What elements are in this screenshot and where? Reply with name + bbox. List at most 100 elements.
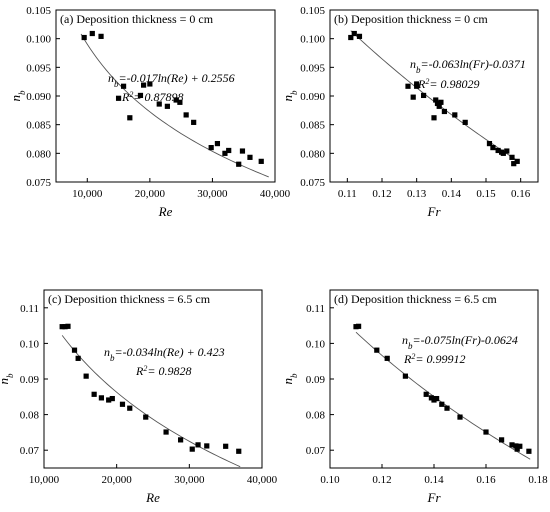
r-squared: R2= 0.99912 xyxy=(403,352,465,367)
data-point xyxy=(208,145,214,151)
data-point xyxy=(247,154,253,160)
y-tick-label: 0.095 xyxy=(26,62,51,74)
data-point xyxy=(421,92,427,99)
data-point xyxy=(511,161,517,167)
data-point xyxy=(62,324,68,330)
panel-d: 0.10 0.12 0.14 0.16 0.18 0.07 0.08 0.09 0.10 0.11… xyxy=(280,289,548,505)
data-point xyxy=(348,34,354,41)
data-point xyxy=(106,397,112,403)
y-axis-label-main: n xyxy=(0,378,11,385)
data-point xyxy=(59,324,65,330)
data-point xyxy=(433,97,439,103)
data-point xyxy=(178,437,184,443)
data-point xyxy=(236,161,242,167)
data-point xyxy=(452,112,458,118)
data-point xyxy=(239,148,246,154)
data-point xyxy=(127,115,133,121)
data-point xyxy=(509,154,515,160)
data-point xyxy=(483,429,489,435)
y-tick-label: 0.11 xyxy=(306,303,325,315)
data-point xyxy=(514,446,520,452)
plot-frame xyxy=(43,289,263,469)
y-tick-label: 0.100 xyxy=(300,34,325,46)
data-point xyxy=(374,347,380,353)
data-point xyxy=(71,347,78,353)
x-tick-label: 30,000 xyxy=(174,474,205,486)
data-point xyxy=(214,140,221,147)
y-tick-label: 0.10 xyxy=(20,338,40,350)
data-point xyxy=(195,442,201,448)
data-point xyxy=(431,115,437,121)
y-tick-label: 0.100 xyxy=(26,34,51,46)
data-point xyxy=(183,112,189,118)
y-axis-label: nb xyxy=(0,373,15,385)
data-point xyxy=(89,30,95,37)
x-axis-label: Fr xyxy=(427,204,442,219)
data-point xyxy=(258,158,264,164)
y-tick-label: 0.105 xyxy=(300,5,325,17)
data-point xyxy=(98,395,105,401)
data-point xyxy=(526,448,532,454)
data-point xyxy=(98,33,104,39)
data-point xyxy=(462,119,468,125)
fit-curve xyxy=(80,33,269,178)
y-axis-label-subscript: b xyxy=(289,90,299,95)
panel-title: (b) Deposition thickness = 0 cm xyxy=(334,12,488,26)
y-axis-label-subscript: b xyxy=(17,90,27,95)
y-tick-label: 0.09 xyxy=(306,374,326,386)
x-axis-label: Re xyxy=(158,204,173,219)
data-point xyxy=(351,30,357,37)
data-point xyxy=(147,81,153,87)
y-axis-label-main: n xyxy=(280,378,295,385)
data-point xyxy=(356,33,363,39)
y-axis-label-main: n xyxy=(280,95,295,102)
y-tick-label: 0.105 xyxy=(26,5,51,17)
y-axis-label-main: n xyxy=(8,95,23,102)
y-axis-label-subscript: b xyxy=(5,373,15,378)
data-point xyxy=(120,83,127,89)
data-point xyxy=(163,429,169,435)
data-point xyxy=(402,373,408,379)
x-axis-label: Fr xyxy=(427,490,442,505)
y-tick-label: 0.07 xyxy=(20,445,40,457)
data-point xyxy=(414,83,420,89)
data-point xyxy=(236,448,242,454)
data-point xyxy=(439,401,445,407)
y-axis-label: nb xyxy=(8,90,27,102)
x-tick-label: 0.11 xyxy=(338,188,357,200)
fit-equation: nb=-0.063ln(Fr)-0.0371 xyxy=(410,57,526,75)
y-tick-label: 0.095 xyxy=(300,62,325,74)
y-tick-label: 0.090 xyxy=(26,91,51,103)
data-point xyxy=(490,145,496,151)
x-tick-label: 0.16 xyxy=(476,474,496,486)
data-point xyxy=(438,99,444,105)
panel-title: (c) Deposition thickness = 6.5 cm xyxy=(48,292,211,306)
panel-title: (a) Deposition thickness = 0 cm xyxy=(60,12,214,26)
x-tick-label: 0.14 xyxy=(442,188,462,200)
x-tick-label: 10,000 xyxy=(72,188,103,200)
y-tick-label: 0.075 xyxy=(300,177,325,189)
data-point xyxy=(500,150,506,156)
data-point xyxy=(75,355,81,361)
fit-equation: nb=-0.017ln(Re) + 0.2556 xyxy=(108,71,235,89)
data-point xyxy=(441,108,447,115)
x-tick-label: 0.14 xyxy=(424,474,444,486)
x-tick-label: 0.18 xyxy=(528,474,548,486)
fit-curve xyxy=(61,335,241,468)
x-tick-label: 10,000 xyxy=(29,474,60,486)
data-point xyxy=(223,443,229,449)
y-tick-label: 0.080 xyxy=(300,148,325,160)
x-tick-label: 0.10 xyxy=(320,474,340,486)
data-point xyxy=(504,148,510,154)
panel-title: (d) Deposition thickness = 6.5 cm xyxy=(334,292,497,306)
data-point xyxy=(189,446,195,452)
panel-b: 0.11 0.12 0.13 0.14 0.15 0.16 0.075 0.080 0.085 0… xyxy=(280,5,539,219)
data-point xyxy=(177,99,183,105)
data-point xyxy=(423,391,429,397)
data-point xyxy=(173,97,179,103)
data-point xyxy=(141,82,147,88)
r-squared: R2= 0.98029 xyxy=(417,77,479,92)
data-point xyxy=(495,147,501,154)
data-point xyxy=(222,150,228,156)
